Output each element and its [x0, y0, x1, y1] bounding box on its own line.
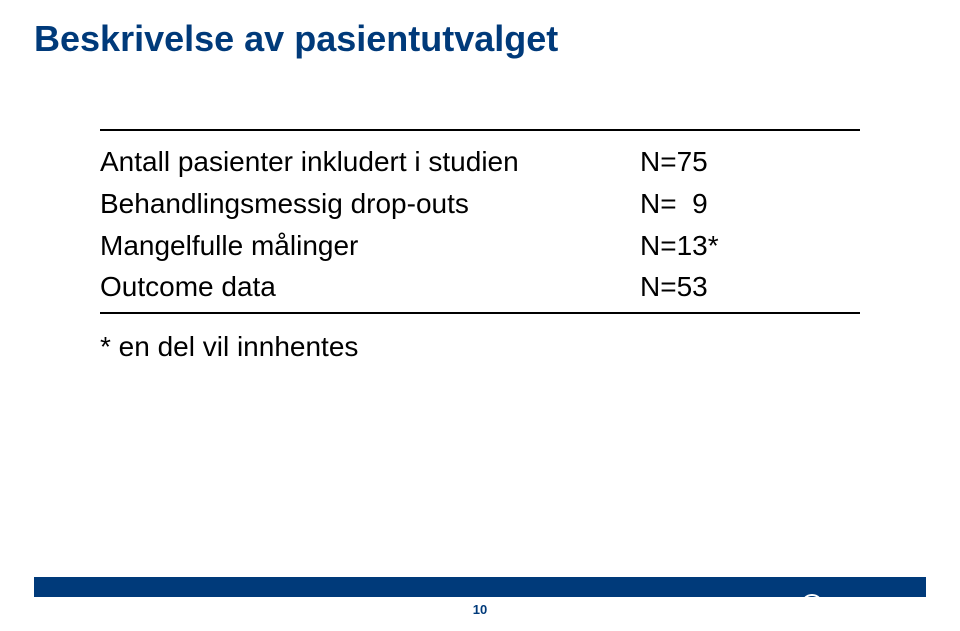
footer-blue-strip	[34, 577, 926, 597]
row-value: N= 9	[640, 185, 860, 223]
sintef-logo: SINTEF	[801, 594, 912, 621]
data-row: Behandlingsmessig drop-outs N= 9	[100, 183, 860, 225]
row-value: N=53	[640, 268, 860, 306]
data-row: Antall pasienter inkludert i studien N=7…	[100, 141, 860, 183]
row-label: Behandlingsmessig drop-outs	[100, 185, 640, 223]
divider-top	[100, 129, 860, 131]
row-label: Outcome data	[100, 268, 640, 306]
slide-title: Beskrivelse av pasientutvalget	[34, 18, 558, 60]
slide: Beskrivelse av pasientutvalget Antall pa…	[0, 0, 960, 631]
divider-bottom	[100, 312, 860, 314]
row-label: Antall pasienter inkludert i studien	[100, 143, 640, 181]
row-label: Mangelfulle målinger	[100, 227, 640, 265]
row-value: N=13*	[640, 227, 860, 265]
footnote: * en del vil innhentes	[100, 328, 860, 366]
row-value: N=75	[640, 143, 860, 181]
sintef-logo-text: SINTEF	[829, 596, 912, 619]
data-row: Mangelfulle målinger N=13*	[100, 225, 860, 267]
slide-content: Antall pasienter inkludert i studien N=7…	[100, 125, 860, 366]
data-row: Outcome data N=53	[100, 266, 860, 308]
sintef-mark-icon	[801, 594, 823, 621]
